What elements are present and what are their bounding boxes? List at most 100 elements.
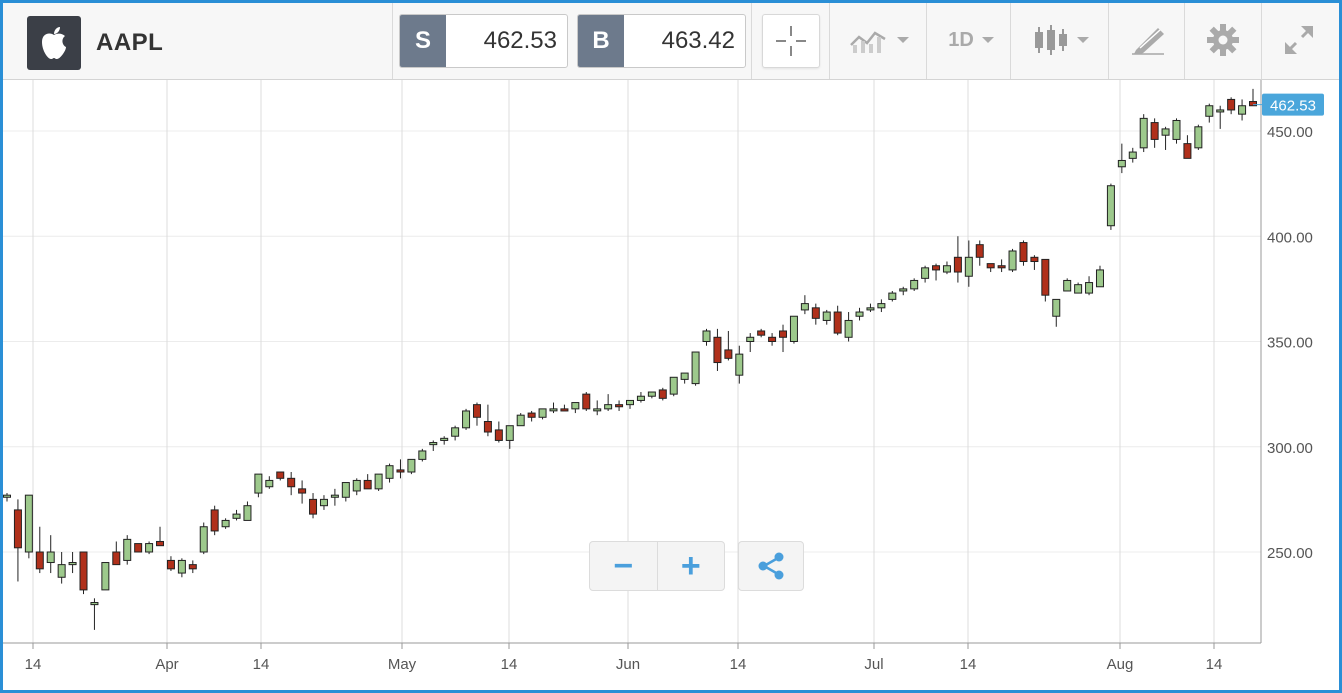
candle-down: [134, 543, 143, 553]
candle-down: [13, 509, 22, 549]
candle-up: [855, 311, 864, 317]
sell-price: 462.53: [483, 27, 557, 54]
zoom-in-button[interactable]: +: [680, 547, 701, 585]
candle-down: [1030, 256, 1039, 263]
price-chart[interactable]: 250.00 300.00 350.00 400.00 450.00 462.53 14 A…: [3, 80, 1339, 690]
candle-up: [57, 564, 66, 578]
candle-down: [287, 477, 296, 488]
candle-up: [844, 319, 853, 338]
candle-down: [1249, 101, 1257, 107]
candle-up: [1238, 105, 1247, 115]
candle-down: [811, 307, 820, 319]
candle-up: [68, 562, 77, 566]
candle-up: [669, 376, 678, 395]
candle-up: [374, 473, 383, 490]
x-tick-label: 14: [501, 656, 518, 673]
zoom-controls: − +: [589, 541, 725, 591]
y-tick-label: 450.00: [1267, 124, 1313, 141]
candle-up: [516, 414, 525, 427]
candle-up: [1161, 128, 1170, 136]
candle-up: [505, 425, 514, 441]
candle-down: [1150, 122, 1159, 140]
sell-label: S: [400, 15, 446, 67]
y-tick-label: 250.00: [1267, 545, 1313, 562]
sell-quote-button[interactable]: S 462.53: [399, 14, 568, 68]
share-button[interactable]: [738, 541, 804, 591]
divider: [926, 3, 927, 79]
candle-up: [232, 513, 241, 519]
settings-button[interactable]: [1193, 14, 1253, 66]
divider: [751, 3, 752, 79]
candle-down: [986, 263, 995, 269]
draw-icon: [1132, 28, 1164, 55]
candle-down: [396, 469, 405, 473]
crosshair-button[interactable]: [762, 14, 820, 68]
candle-up: [1085, 282, 1094, 294]
candle-down: [724, 349, 733, 359]
chevron-down-icon: [981, 37, 994, 43]
indicators-button[interactable]: [839, 14, 919, 66]
timeframe-label: 1D: [948, 28, 974, 51]
candle-up: [145, 543, 154, 553]
candle-up: [319, 498, 328, 507]
zoom-out-button[interactable]: −: [590, 542, 658, 590]
candle-up: [1008, 250, 1017, 271]
candle-down: [1227, 98, 1236, 111]
candle-up: [1052, 298, 1061, 317]
candle-down: [276, 471, 285, 479]
candle-up: [1216, 109, 1225, 113]
candle-down: [210, 509, 219, 532]
candle-down: [112, 551, 121, 566]
toolbar: AAPL S 462.53 B 463.42: [3, 3, 1339, 80]
x-tick-label: Apr: [155, 656, 178, 673]
candle-down: [494, 429, 503, 441]
candle-up: [691, 351, 700, 385]
gear-icon: [1207, 24, 1239, 56]
fullscreen-button[interactable]: [1269, 14, 1329, 66]
candle-up: [921, 267, 930, 279]
candle-up: [385, 465, 394, 479]
candle-up: [800, 303, 809, 311]
candle-up: [123, 538, 132, 561]
candle-down: [156, 540, 165, 547]
candle-up: [90, 602, 99, 606]
chart-type-button[interactable]: [1019, 14, 1103, 66]
buy-price: 463.42: [661, 27, 735, 54]
current-price-tag: [1262, 93, 1324, 116]
candle-down: [582, 393, 591, 410]
candle-up: [1063, 279, 1072, 292]
candle-up: [702, 330, 711, 343]
candle-down: [953, 256, 962, 273]
candle-up: [593, 408, 602, 412]
candle-up: [549, 408, 558, 412]
candle-up: [1117, 159, 1126, 168]
indicators-icon: [850, 31, 886, 53]
x-tick-label: 14: [730, 656, 747, 673]
candle-up: [462, 410, 471, 429]
x-tick-label: Jul: [864, 656, 883, 673]
candle-up: [418, 450, 427, 460]
candle-up: [942, 265, 951, 273]
y-tick-label: 400.00: [1267, 229, 1313, 246]
y-tick-label: 300.00: [1267, 440, 1313, 457]
buy-quote-button[interactable]: B 463.42: [577, 14, 746, 68]
candle-down: [932, 265, 941, 271]
buy-label: B: [578, 15, 624, 67]
candle-up: [1205, 105, 1214, 117]
candle-down: [79, 551, 88, 591]
candle-up: [910, 279, 919, 290]
candle-down: [1041, 258, 1050, 296]
divider: [1108, 3, 1109, 79]
candle-up: [221, 519, 230, 528]
draw-tools-button[interactable]: [1118, 14, 1178, 66]
symbol-name: AAPL: [96, 29, 164, 56]
candle-up: [1074, 284, 1083, 294]
candle-up: [1172, 119, 1181, 140]
timeframe-selector[interactable]: 1D: [935, 14, 1007, 66]
candle-up: [1095, 269, 1104, 288]
divider: [392, 3, 393, 79]
candle-up: [604, 404, 613, 410]
crosshair-icon: [776, 26, 806, 56]
candle-up: [888, 292, 897, 300]
